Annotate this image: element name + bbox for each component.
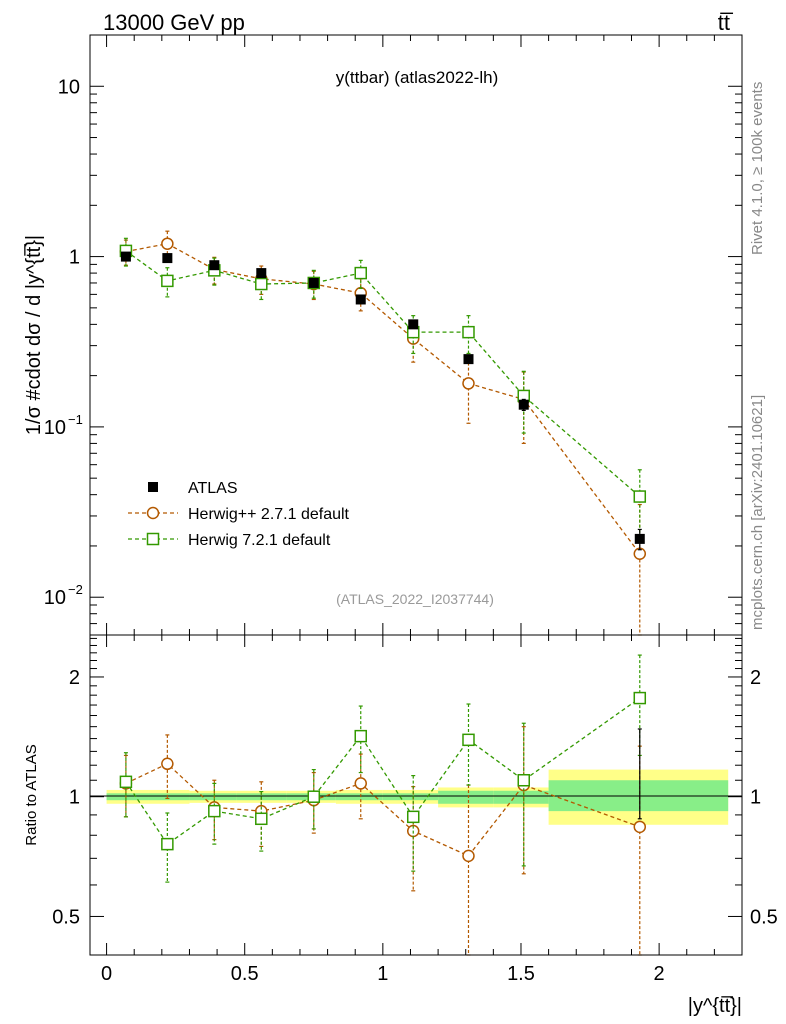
data-point-data	[634, 533, 645, 544]
ratio-point-circle	[161, 757, 174, 771]
x-tick-label: 2	[654, 963, 665, 985]
ratio-point-square	[161, 837, 174, 851]
x-axis-label: |y^{tt̅}|	[688, 995, 742, 1017]
ratio-y-tick-label: 2	[69, 667, 80, 689]
ratio-point-square	[307, 790, 321, 803]
legend-marker-square	[146, 532, 160, 546]
ratio-point-square	[462, 733, 475, 747]
legend-marker-circle	[146, 506, 160, 520]
ratio-frame	[89, 634, 743, 956]
ratio-point-circle	[354, 777, 367, 790]
header-right: tt̅	[718, 10, 734, 35]
ratio-marks	[119, 654, 647, 956]
main-marks	[119, 230, 647, 636]
data-point-circle	[462, 377, 475, 390]
data-point-data	[518, 399, 529, 410]
ratio-y-tick-label-right: 0.5	[750, 906, 778, 928]
data-point-data	[209, 260, 220, 271]
plot-title: y(ttbar) (atlas2022-lh)	[336, 68, 499, 87]
ratio-band-inner	[335, 793, 383, 801]
ratio-point-square	[208, 804, 221, 818]
x-tick-label: 0.5	[231, 963, 259, 985]
ratio-line-circle	[125, 763, 640, 857]
data-point-square	[255, 277, 268, 291]
y-tick-exponent: −2	[68, 582, 83, 597]
ratio-line-square	[125, 697, 641, 846]
data-point-data	[256, 268, 267, 279]
legend-label: Herwig 7.2.1 default	[188, 532, 331, 549]
ratio-y-axis-label: Ratio to ATLAS	[23, 744, 40, 845]
y-tick-label: 10	[44, 587, 66, 609]
y-tick-label: 10	[44, 417, 66, 439]
data-point-data	[355, 294, 366, 305]
data-point-circle	[161, 237, 174, 250]
data-point-data	[408, 319, 419, 330]
ratio-panel: 0 0.5 1 1.5 2 0.5 0.5 1 1 2 2	[52, 634, 778, 985]
ratio-point-square	[633, 691, 647, 705]
data-point-data	[463, 354, 474, 365]
analysis-watermark: (ATLAS_2022_I2037744)	[336, 591, 494, 607]
y-tick-exponent: −1	[68, 412, 83, 427]
y-tick-label: 1	[69, 247, 80, 269]
data-point-square	[462, 325, 475, 339]
mcplots-label: mcplots.cern.ch [arXiv:2401.10621]	[749, 395, 766, 630]
ratio-point-square	[255, 812, 268, 826]
header-left: 13000 GeV pp	[103, 10, 245, 35]
legend: ATLAS Herwig++ 2.7.1 default Herwig 7.2.1 …	[128, 480, 350, 549]
ratio-point-circle	[633, 820, 647, 834]
y-tick-label: 10	[58, 76, 80, 98]
series-line-square	[125, 250, 641, 498]
data-point-square	[354, 266, 367, 280]
data-point-data	[308, 277, 319, 288]
ratio-point-square	[119, 775, 133, 789]
ratio-band-inner	[106, 793, 149, 801]
series-line-circle	[125, 243, 641, 555]
ratio-point-circle	[462, 849, 475, 863]
ratio-y-tick-label-right: 2	[750, 667, 761, 689]
ratio-band-inner	[493, 790, 549, 804]
data-point-square	[161, 274, 174, 288]
rivet-label: Rivet 4.1.0, ≥ 100k events	[749, 82, 766, 255]
main-y-axis-label: 1/σ #cdot dσ / d |y^{tt̅}|	[23, 235, 45, 435]
ratio-point-square	[406, 810, 420, 824]
ratio-axes: 0 0.5 1 1.5 2 0.5 0.5 1 1 2 2	[52, 637, 778, 985]
data-point-data	[120, 251, 131, 262]
x-tick-label: 1	[377, 963, 388, 985]
x-tick-label: 0	[101, 963, 112, 985]
ratio-y-tick-label-right: 1	[750, 787, 761, 809]
ratio-point-square	[354, 729, 367, 743]
x-tick-label: 1.5	[507, 963, 535, 985]
ratio-y-tick-label: 0.5	[52, 906, 80, 928]
ratio-band-inner	[438, 790, 494, 804]
legend-label: Herwig++ 2.7.1 default	[188, 506, 350, 523]
main-panel: ATLAS Herwig++ 2.7.1 default Herwig 7.2.1 …	[44, 34, 743, 955]
ratio-band-inner	[382, 793, 439, 801]
data-point-square	[633, 490, 647, 503]
ratio-band-inner	[189, 793, 237, 801]
data-point-data	[162, 253, 173, 264]
legend-label: ATLAS	[188, 480, 238, 497]
ratio-y-tick-label: 1	[69, 787, 80, 809]
ratio-band-inner	[148, 793, 190, 801]
ratio-point-square	[517, 773, 530, 787]
legend-marker-data	[148, 482, 158, 492]
